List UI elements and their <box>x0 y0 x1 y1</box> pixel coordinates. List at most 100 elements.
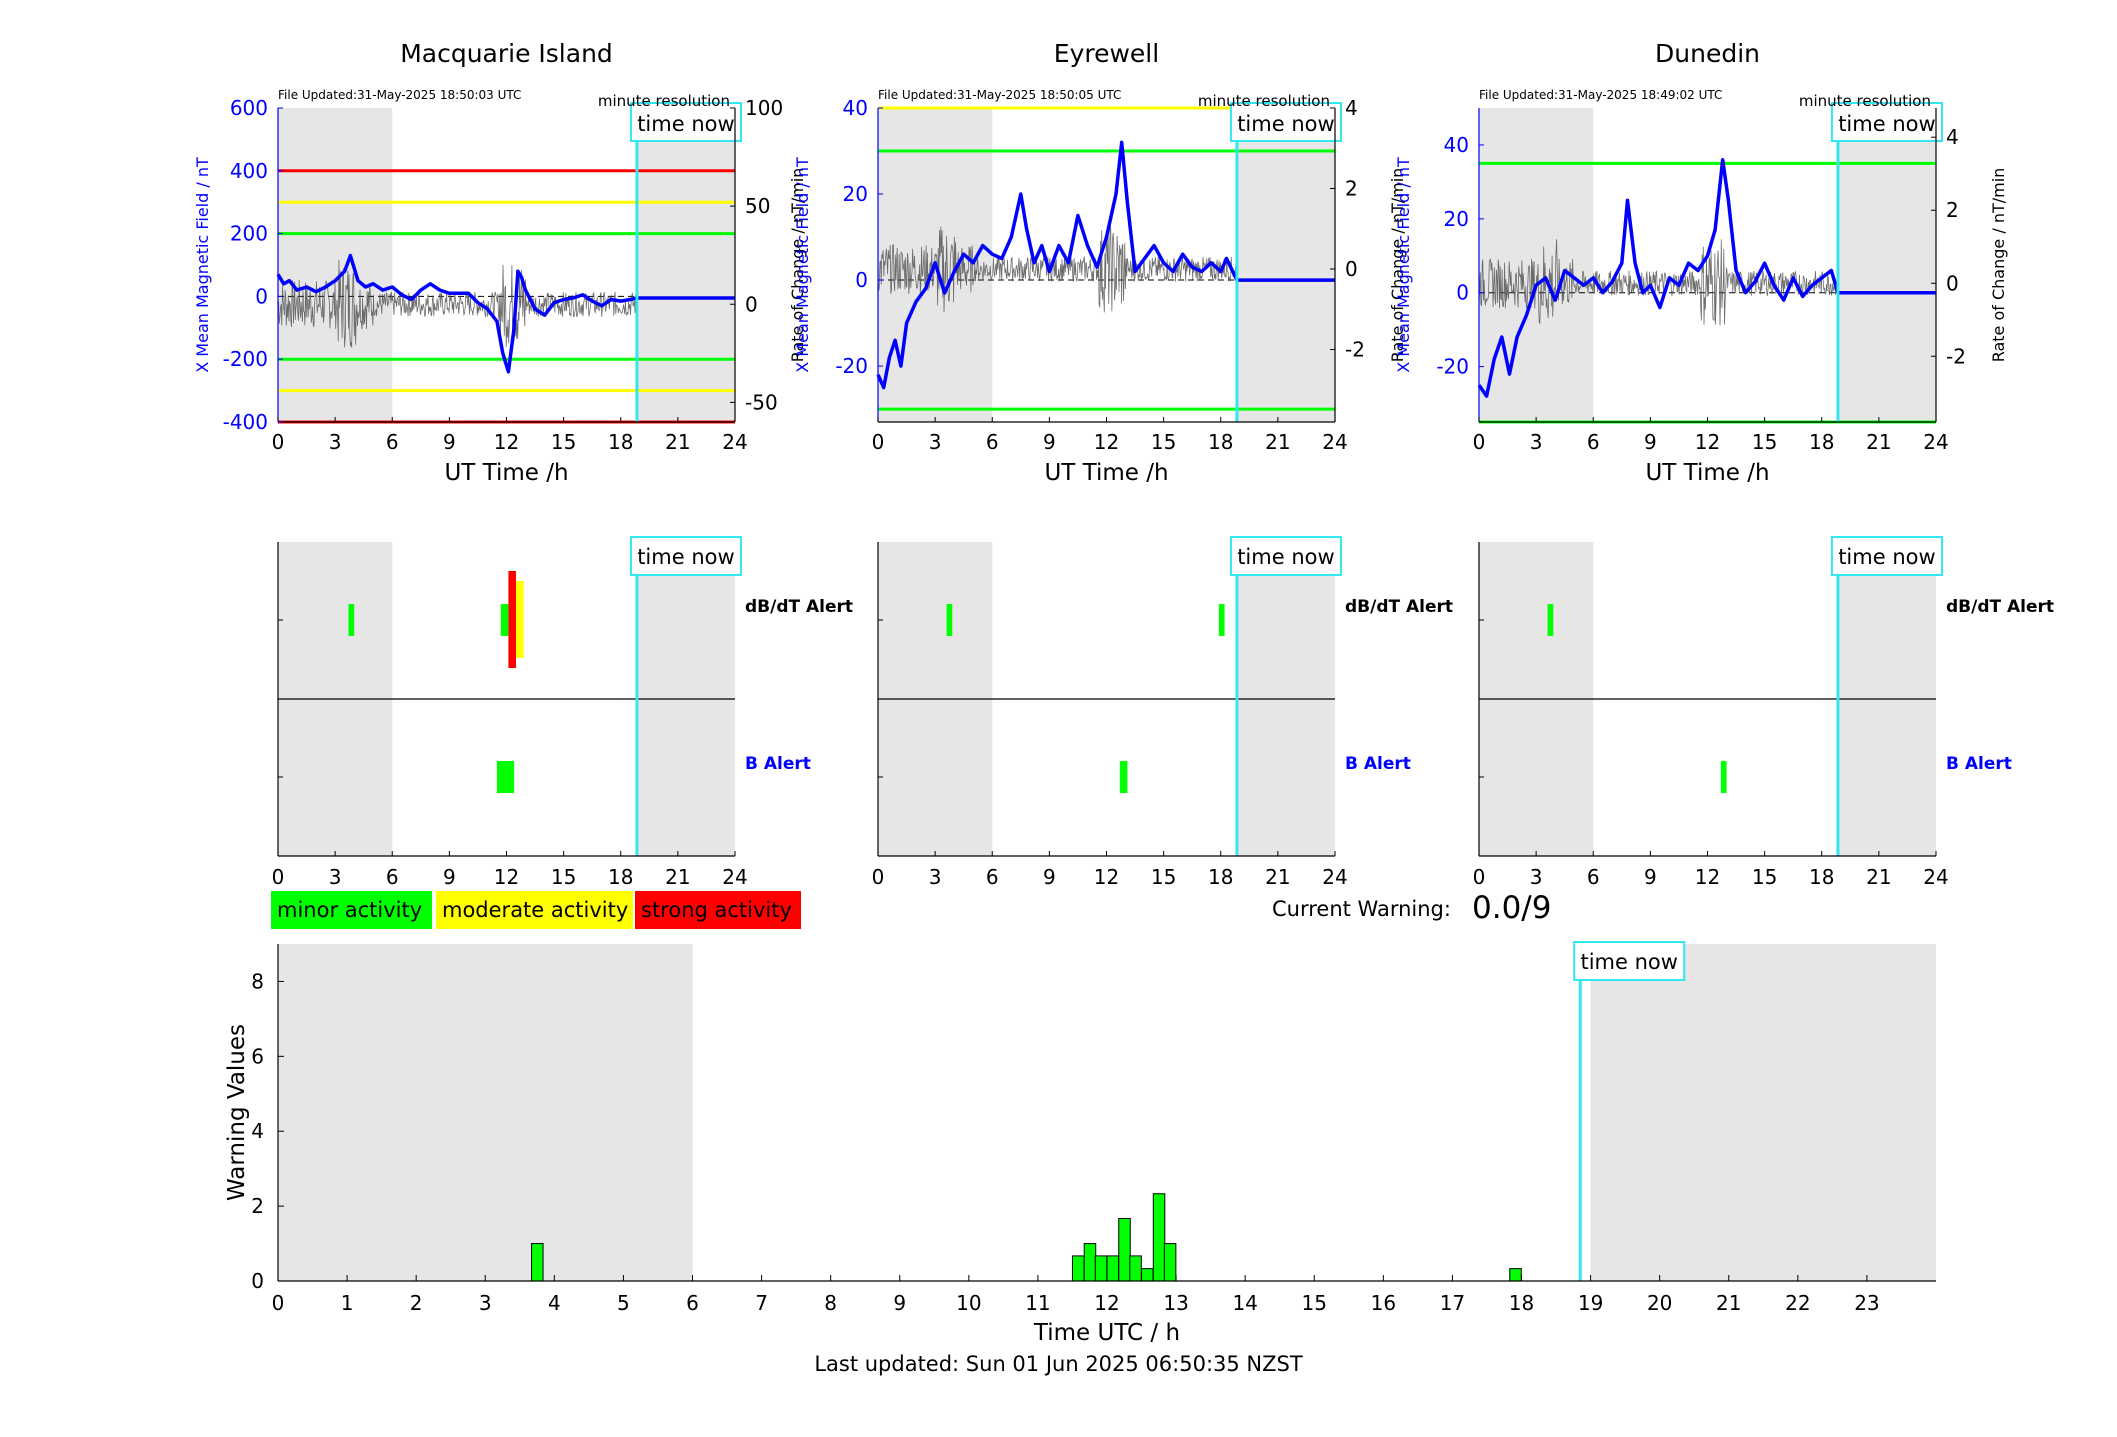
warning-x-tick-label-20: 20 <box>1647 1291 1672 1315</box>
station-1-x-tick-label-4: 12 <box>1094 430 1119 454</box>
warning-x-tick-label-9: 9 <box>893 1291 906 1315</box>
station-1-y-axis-label-left: X Mean Magnetic Field / nT <box>793 157 812 373</box>
station-2-x-tick-label-2: 6 <box>1587 430 1600 454</box>
station-2-x-tick-label-1: 3 <box>1530 430 1543 454</box>
station-2-time-now-label: time now <box>1838 112 1935 136</box>
station-0-rate-of-change-trace <box>277 259 638 348</box>
station-0-y-tick-label-left-0: -400 <box>223 410 268 434</box>
warning-bar-7 <box>1141 1268 1154 1282</box>
station-1-alert-x-tick-label-0: 0 <box>872 865 885 889</box>
station-2-y-tick-label-left-2: 20 <box>1444 207 1469 231</box>
legend-strong-activity: strong activity <box>635 891 801 929</box>
station-0-alert-x-tick-label-2: 6 <box>386 865 399 889</box>
station-2-x-tick-label-7: 21 <box>1866 430 1891 454</box>
station-0-dbdt-alert-3 <box>516 581 524 658</box>
station-1-dbdt-alert-1 <box>1218 604 1225 636</box>
station-0-x-tick-label-1: 3 <box>329 430 342 454</box>
station-0-dbdt-alert-0 <box>348 604 355 636</box>
station-1-y-tick-label-right-3: 4 <box>1345 96 1358 120</box>
warning-x-tick-label-10: 10 <box>956 1291 981 1315</box>
station-1-x-tick-label-3: 9 <box>1043 430 1056 454</box>
station-0-future-shade <box>636 108 735 422</box>
station-0-y-tick-label-right-0: -50 <box>745 390 778 414</box>
station-2-y-tick-label-right-0: -2 <box>1946 344 1966 368</box>
station-0-x-axis-label: UT Time /h <box>444 460 568 486</box>
station-1-time-now-box <box>1229 102 1342 142</box>
station-2-future-shade <box>1837 108 1936 422</box>
station-2-y-tick-label-left-0: -20 <box>1436 355 1469 379</box>
station-1-file-updated: File Updated:31-May-2025 18:50:05 UTC <box>878 88 1121 102</box>
warning-x-axis-label: Time UTC / h <box>1033 1320 1180 1346</box>
station-2-file-updated: File Updated:31-May-2025 18:49:02 UTC <box>1479 88 1722 102</box>
station-1-mean-field-line <box>876 140 1335 390</box>
station-2-b-alert-label: B Alert <box>1946 754 2012 774</box>
station-1-alert-x-tick-label-6: 18 <box>1208 865 1233 889</box>
station-2-y-axis-label-left: X Mean Magnetic Field / nT <box>1394 157 1413 373</box>
warning-x-tick-label-1: 1 <box>341 1291 354 1315</box>
warning-x-tick-label-23: 23 <box>1854 1291 1879 1315</box>
warning-x-tick-label-13: 13 <box>1163 1291 1188 1315</box>
station-2-dbdt-alert-label: dB/dT Alert <box>1946 597 2054 617</box>
station-1-alert-x-tick-label-1: 3 <box>929 865 942 889</box>
station-2-alert-x-tick-label-5: 15 <box>1752 865 1777 889</box>
warning-x-tick-label-2: 2 <box>410 1291 423 1315</box>
warning-bar-4 <box>1106 1255 1120 1282</box>
station-2-alert-x-tick-label-1: 3 <box>1530 865 1543 889</box>
station-2-x-tick-label-8: 24 <box>1923 430 1948 454</box>
station-1-y-tick-label-right-1: 0 <box>1345 257 1358 281</box>
station-1-y-tick-label-right-2: 2 <box>1345 177 1358 201</box>
station-0-b-alert-label: B Alert <box>745 754 811 774</box>
station-1-x-tick-label-5: 15 <box>1151 430 1176 454</box>
station-1-b-alert-0 <box>1119 761 1128 793</box>
station-2-alert-x-tick-label-8: 24 <box>1923 865 1948 889</box>
station-0-alert-x-tick-label-0: 0 <box>272 865 285 889</box>
warning-x-tick-label-16: 16 <box>1371 1291 1396 1315</box>
station-2-b-alert-0 <box>1720 761 1727 793</box>
station-0-alert-x-tick-label-4: 12 <box>494 865 519 889</box>
warning-x-tick-label-18: 18 <box>1509 1291 1534 1315</box>
warning-y-tick-label-1: 2 <box>251 1194 264 1218</box>
station-1-title: Eyrewell <box>1054 39 1159 68</box>
station-0-y-tick-label-left-2: 0 <box>255 284 268 308</box>
station-0-x-tick-label-4: 12 <box>494 430 519 454</box>
station-2-alert-x-tick-label-4: 12 <box>1695 865 1720 889</box>
warning-time-now-label: time now <box>1580 950 1677 974</box>
footer-last-updated: Last updated: Sun 01 Jun 2025 06:50:35 N… <box>814 1352 1303 1376</box>
station-1-alert-x-tick-label-7: 21 <box>1265 865 1290 889</box>
warning-y-tick-label-0: 0 <box>251 1269 264 1293</box>
station-0-y-tick-label-left-1: -200 <box>223 347 268 371</box>
station-1-alert-x-tick-label-5: 15 <box>1151 865 1176 889</box>
station-0-y-tick-label-left-5: 600 <box>230 96 268 120</box>
station-2-alert-time-now-label: time now <box>1838 545 1935 569</box>
station-1-rate-of-change-trace <box>877 226 1238 313</box>
station-0-alert-x-tick-label-7: 21 <box>665 865 690 889</box>
warning-bar-3 <box>1094 1255 1108 1282</box>
station-2-dbdt-alert-0 <box>1547 604 1554 636</box>
warning-x-tick-label-17: 17 <box>1440 1291 1465 1315</box>
station-2-x-tick-label-5: 15 <box>1752 430 1777 454</box>
station-0-y-tick-label-right-3: 100 <box>745 96 783 120</box>
station-1-y-tick-label-left-0: -20 <box>835 354 868 378</box>
station-0-alert-x-tick-label-8: 24 <box>722 865 747 889</box>
station-0-y-tick-label-left-4: 400 <box>230 159 268 183</box>
station-2-title: Dunedin <box>1655 39 1760 68</box>
station-2-night-shade-left <box>1479 108 1594 422</box>
station-0-time-now-box <box>629 102 742 142</box>
legend-moderate-activity: moderate activity <box>436 891 633 929</box>
station-1-alert-time-now-box <box>1229 536 1342 576</box>
station-2-resolution: minute resolution <box>1799 92 1931 110</box>
station-1-y-tick-label-left-3: 40 <box>843 96 868 120</box>
station-0-mean-field-line <box>276 253 735 374</box>
warning-time-now-box <box>1573 941 1686 981</box>
warning-bar-10 <box>1509 1268 1522 1282</box>
station-0-x-tick-label-2: 6 <box>386 430 399 454</box>
warning-x-tick-label-5: 5 <box>617 1291 630 1315</box>
station-0-b-alert-0 <box>496 761 515 793</box>
station-0-time-now-label: time now <box>637 112 734 136</box>
warning-shade-1 <box>1590 944 1936 1281</box>
station-0-y-tick-label-left-3: 200 <box>230 222 268 246</box>
station-2-y-tick-label-right-3: 4 <box>1946 125 1959 149</box>
station-1-b-alert-label: B Alert <box>1345 754 1411 774</box>
warning-bar-6 <box>1129 1255 1142 1282</box>
warning-x-tick-label-7: 7 <box>755 1291 768 1315</box>
